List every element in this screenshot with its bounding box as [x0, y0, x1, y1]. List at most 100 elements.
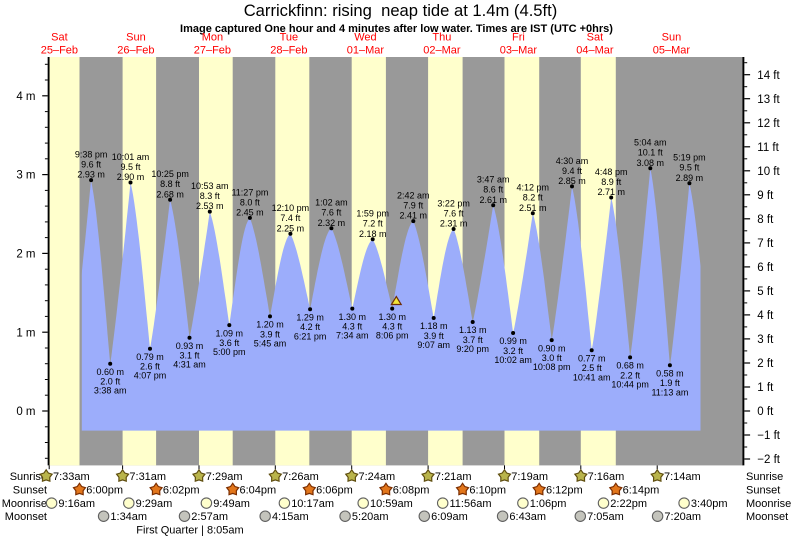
svg-text:2.0 ft: 2.0 ft [100, 377, 121, 387]
svg-text:10:02 am: 10:02 am [494, 355, 532, 365]
svg-text:3:38 am: 3:38 am [94, 386, 127, 396]
svg-text:1 m: 1 m [16, 327, 35, 339]
svg-text:2:57am: 2:57am [191, 511, 228, 523]
svg-text:3.0 ft: 3.0 ft [542, 353, 563, 363]
svg-text:1:06pm: 1:06pm [530, 498, 567, 510]
svg-text:2.41 m: 2.41 m [400, 211, 428, 221]
svg-text:02–Mar: 02–Mar [423, 45, 461, 57]
svg-text:7.6 ft: 7.6 ft [444, 208, 465, 218]
svg-text:0 m: 0 m [16, 406, 35, 418]
svg-text:9.4 ft: 9.4 ft [562, 166, 583, 176]
svg-text:7:14am: 7:14am [664, 471, 701, 483]
svg-text:2.51 m: 2.51 m [519, 203, 547, 213]
svg-text:Mon: Mon [202, 31, 223, 43]
svg-text:Sat: Sat [587, 31, 604, 43]
svg-text:4.3 ft: 4.3 ft [342, 322, 363, 332]
svg-text:7:26am: 7:26am [282, 471, 319, 483]
svg-text:8.8 ft: 8.8 ft [160, 179, 181, 189]
svg-text:10:08 pm: 10:08 pm [533, 362, 571, 372]
svg-text:10:44 pm: 10:44 pm [611, 379, 649, 389]
svg-text:10.1 ft: 10.1 ft [638, 148, 664, 158]
svg-text:2.6 ft: 2.6 ft [140, 362, 161, 372]
svg-text:6:21 pm: 6:21 pm [294, 331, 327, 341]
svg-text:Sunrise: Sunrise [10, 471, 47, 483]
svg-text:9.6 ft: 9.6 ft [81, 160, 102, 170]
svg-text:1.18 m: 1.18 m [420, 321, 448, 331]
svg-text:9:07 am: 9:07 am [417, 340, 450, 350]
svg-text:9:16am: 9:16am [58, 498, 95, 510]
svg-text:9:20 pm: 9:20 pm [456, 344, 489, 354]
svg-text:7:16am: 7:16am [588, 471, 625, 483]
svg-text:10:01 am: 10:01 am [112, 152, 150, 162]
svg-text:03–Mar: 03–Mar [500, 45, 538, 57]
svg-text:2.45 m: 2.45 m [236, 208, 264, 218]
svg-text:7.9 ft: 7.9 ft [403, 201, 424, 211]
svg-text:6:04pm: 6:04pm [240, 485, 277, 497]
svg-text:4:12 pm: 4:12 pm [517, 183, 550, 193]
svg-text:3 m: 3 m [16, 170, 35, 182]
svg-text:10:53 am: 10:53 am [191, 181, 229, 191]
svg-text:6:06pm: 6:06pm [316, 485, 353, 497]
svg-text:11:27 pm: 11:27 pm [231, 187, 268, 197]
svg-text:4:30 am: 4:30 am [556, 156, 589, 166]
svg-text:7 ft: 7 ft [757, 238, 774, 250]
svg-text:3.7 ft: 3.7 ft [463, 335, 484, 345]
svg-text:Thu: Thu [432, 31, 451, 43]
svg-text:2.2 ft: 2.2 ft [620, 370, 641, 380]
svg-text:13 ft: 13 ft [757, 94, 780, 106]
svg-text:10:59am: 10:59am [370, 498, 413, 510]
svg-text:8.3 ft: 8.3 ft [200, 191, 221, 201]
svg-text:6:02pm: 6:02pm [163, 485, 200, 497]
svg-text:7:05am: 7:05am [587, 511, 624, 523]
svg-text:3:40pm: 3:40pm [691, 498, 728, 510]
svg-text:1.20 m: 1.20 m [256, 320, 284, 330]
svg-text:3.9 ft: 3.9 ft [424, 331, 445, 341]
svg-text:2.18 m: 2.18 m [359, 229, 387, 239]
svg-text:6:14pm: 6:14pm [623, 485, 660, 497]
svg-text:12 ft: 12 ft [757, 118, 780, 130]
svg-text:3 ft: 3 ft [757, 334, 774, 346]
svg-text:4:15am: 4:15am [272, 511, 309, 523]
svg-text:7:31am: 7:31am [129, 471, 166, 483]
svg-text:4 m: 4 m [16, 91, 35, 103]
svg-text:0 ft: 0 ft [757, 406, 774, 418]
svg-text:1.29 m: 1.29 m [296, 313, 324, 323]
svg-text:2.90 m: 2.90 m [117, 172, 145, 182]
svg-text:9:38 pm: 9:38 pm [75, 150, 108, 160]
svg-text:1 ft: 1 ft [757, 382, 774, 394]
svg-text:26–Feb: 26–Feb [117, 45, 154, 57]
svg-text:5:19 pm: 5:19 pm [673, 153, 706, 163]
svg-text:4.3 ft: 4.3 ft [382, 322, 403, 332]
svg-text:3:22 pm: 3:22 pm [437, 198, 470, 208]
svg-text:4:48 pm: 4:48 pm [595, 167, 628, 177]
svg-text:1.30 m: 1.30 m [378, 312, 406, 322]
svg-text:1:02 am: 1:02 am [315, 198, 348, 208]
svg-text:7.4 ft: 7.4 ft [280, 213, 301, 223]
svg-text:04–Mar: 04–Mar [576, 45, 614, 57]
svg-text:28–Feb: 28–Feb [270, 45, 307, 57]
svg-text:8.0 ft: 8.0 ft [240, 197, 261, 207]
svg-text:2.71 m: 2.71 m [597, 187, 625, 197]
svg-text:Moonset: Moonset [5, 511, 47, 523]
svg-text:9.5 ft: 9.5 ft [679, 163, 700, 173]
svg-text:5:45 am: 5:45 am [254, 338, 287, 348]
svg-text:0.58 m: 0.58 m [656, 369, 684, 379]
svg-text:Sunrise: Sunrise [746, 471, 783, 483]
svg-text:2.68 m: 2.68 m [156, 189, 184, 199]
svg-text:6:09am: 6:09am [431, 511, 468, 523]
svg-text:7.2 ft: 7.2 ft [363, 219, 384, 229]
svg-text:Sat: Sat [51, 31, 68, 43]
svg-text:3:47 am: 3:47 am [477, 175, 510, 185]
svg-text:4:31 am: 4:31 am [173, 360, 206, 370]
svg-text:0.90 m: 0.90 m [538, 343, 566, 353]
svg-text:6 ft: 6 ft [757, 262, 774, 274]
svg-text:7:29am: 7:29am [206, 471, 243, 483]
svg-text:2.25 m: 2.25 m [277, 223, 305, 233]
svg-text:2.32 m: 2.32 m [318, 218, 346, 228]
svg-text:11:13 am: 11:13 am [651, 387, 688, 397]
svg-text:Wed: Wed [354, 31, 376, 43]
svg-text:1.30 m: 1.30 m [339, 312, 367, 322]
svg-text:0.68 m: 0.68 m [616, 361, 644, 371]
svg-text:27–Feb: 27–Feb [194, 45, 231, 57]
svg-text:Sun: Sun [126, 31, 146, 43]
